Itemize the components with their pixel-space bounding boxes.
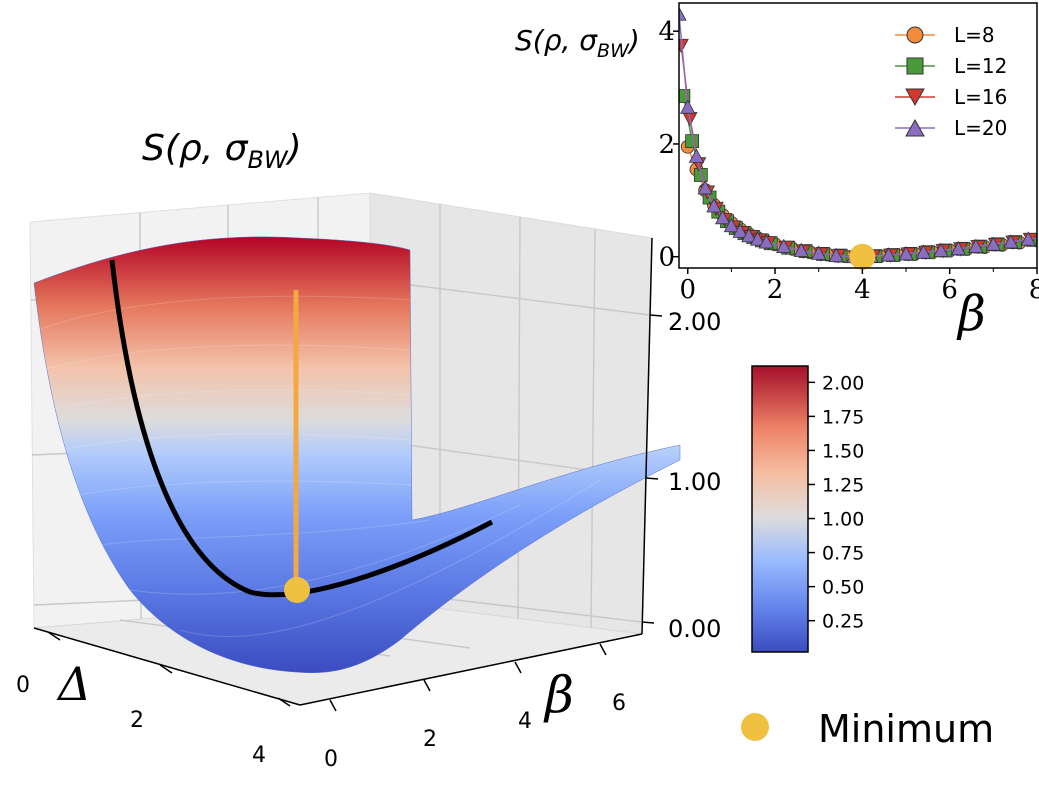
legend-entry-l12: L=12 — [895, 54, 1007, 78]
data-point-l12-1 — [685, 134, 699, 149]
colorbar-tick-6: 1.75 — [822, 406, 864, 428]
data-point-l20-19 — [915, 244, 932, 259]
x-tick-1: 2 — [130, 708, 144, 733]
y-ticks — [329, 643, 607, 712]
inset-y-tick-1: 2 — [658, 130, 675, 160]
surface-wireframe — [37, 295, 601, 637]
legend-entry-l8: L=8 — [895, 23, 995, 47]
svg-text:L=16: L=16 — [954, 85, 1007, 109]
y-axis-label: β — [543, 666, 574, 724]
inset-xlabel: β — [956, 286, 986, 342]
inset-ticks: 0 2 4 6 8 0 2 4 — [658, 17, 1039, 305]
x-axis-line — [33, 627, 301, 706]
data-point-l20-8 — [741, 228, 757, 243]
colorbar-tick-5: 1.50 — [822, 440, 864, 462]
inset-x-tick-3: 6 — [941, 275, 958, 305]
inset-y-tick-2: 4 — [658, 17, 675, 47]
y-tick-3: 6 — [612, 691, 626, 716]
x-ticks — [47, 631, 291, 707]
x-tick-0: 0 — [16, 673, 30, 698]
y-axis-line — [299, 633, 643, 706]
data-point-l20-1 — [680, 99, 696, 114]
surface-plot: 2.00 1.00 0.00 0 2 4 Δ 0 2 4 6 β S(ρ, σB… — [16, 128, 721, 772]
data-point-l20-24 — [1003, 234, 1019, 249]
colorbar-tick-2: 0.75 — [822, 543, 864, 565]
data-point-l20-17 — [880, 247, 897, 262]
data-point-l20-21 — [950, 240, 967, 256]
inset-legend: L=8 L=12 L=16 L=20 — [895, 23, 1007, 140]
data-point-l20-6 — [723, 217, 740, 233]
data-point-l20-0 — [679, 6, 687, 21]
data-point-l20-2 — [688, 148, 705, 163]
z-tick-2: 2.00 — [668, 308, 721, 336]
inset-marks — [679, 6, 1037, 270]
inset-y-tick-0: 0 — [658, 243, 675, 273]
inset-frame — [678, 2, 1038, 269]
inset-x-tick-2: 4 — [854, 275, 871, 305]
data-point-l20-14 — [828, 247, 844, 262]
colorbar-tick-3: 1.00 — [822, 509, 864, 531]
data-point-l20-22 — [968, 238, 984, 253]
colorbar-tick-7: 2.00 — [822, 372, 864, 394]
data-point-l20-20 — [933, 242, 949, 257]
data-point-l20-13 — [811, 245, 827, 260]
colorbar-ticks: 0.25 0.50 0.75 1.00 1.25 1.50 1.75 2.00 — [808, 372, 864, 633]
x-tick-2: 4 — [252, 743, 266, 768]
svg-text:L=12: L=12 — [954, 54, 1007, 78]
data-point-l20-11 — [776, 238, 792, 253]
x-axis-label: Δ — [56, 657, 91, 711]
minimum-legend-marker — [741, 713, 769, 741]
minimum-legend: Minimum — [741, 707, 994, 751]
colorbar: 0.25 0.50 0.75 1.00 1.25 1.50 1.75 2.00 — [751, 365, 864, 653]
colorbar-tick-1: 0.50 — [822, 577, 864, 599]
minimum-curve — [109, 259, 494, 598]
data-point-l20-7 — [732, 223, 748, 238]
z-tick-1: 1.00 — [668, 468, 721, 496]
minimum-legend-label: Minimum — [818, 707, 994, 751]
inset-minimum-marker — [849, 243, 876, 270]
y-tick-0: 0 — [324, 747, 338, 772]
data-point-l12-0 — [679, 89, 691, 103]
legend-entry-l20: L=20 — [895, 116, 1007, 140]
z-tick-0: 0.00 — [668, 615, 721, 643]
colorbar-tick-4: 1.25 — [822, 474, 864, 496]
data-point-l20-5 — [714, 209, 731, 225]
surface-title: S(ρ, σBW) — [142, 128, 302, 174]
data-point-l20-3 — [697, 180, 713, 195]
colorbar-bar — [751, 365, 809, 653]
data-point-l20-25 — [1020, 231, 1036, 246]
inset-plot: 0 2 4 6 8 0 2 4 S(ρ, σBW) β L=8 L=12 L=16 — [515, 2, 1039, 342]
svg-text:L=20: L=20 — [954, 116, 1007, 140]
minimum-marker-3d — [284, 577, 310, 603]
data-point-l20-10 — [758, 234, 774, 249]
z-ticks — [641, 314, 663, 624]
inset-x-tick-4: 8 — [1029, 275, 1039, 305]
z-axis-line — [641, 237, 653, 635]
data-point-l20-4 — [706, 198, 722, 213]
legend-entry-l16: L=16 — [895, 85, 1007, 109]
data-point-l20-9 — [749, 231, 766, 246]
data-point-l20-23 — [985, 236, 1002, 251]
data-point-l20-18 — [898, 246, 914, 261]
svg-text:L=8: L=8 — [954, 23, 995, 47]
inset-ylabel: S(ρ, σBW) — [515, 24, 640, 62]
inset-x-tick-0: 0 — [679, 275, 696, 305]
y-tick-2: 4 — [518, 709, 532, 734]
inset-x-tick-1: 2 — [767, 275, 784, 305]
data-point-l20-12 — [793, 242, 809, 257]
surface-mesh — [33, 236, 681, 673]
colorbar-tick-0: 0.25 — [822, 611, 864, 633]
y-tick-1: 2 — [423, 727, 437, 752]
